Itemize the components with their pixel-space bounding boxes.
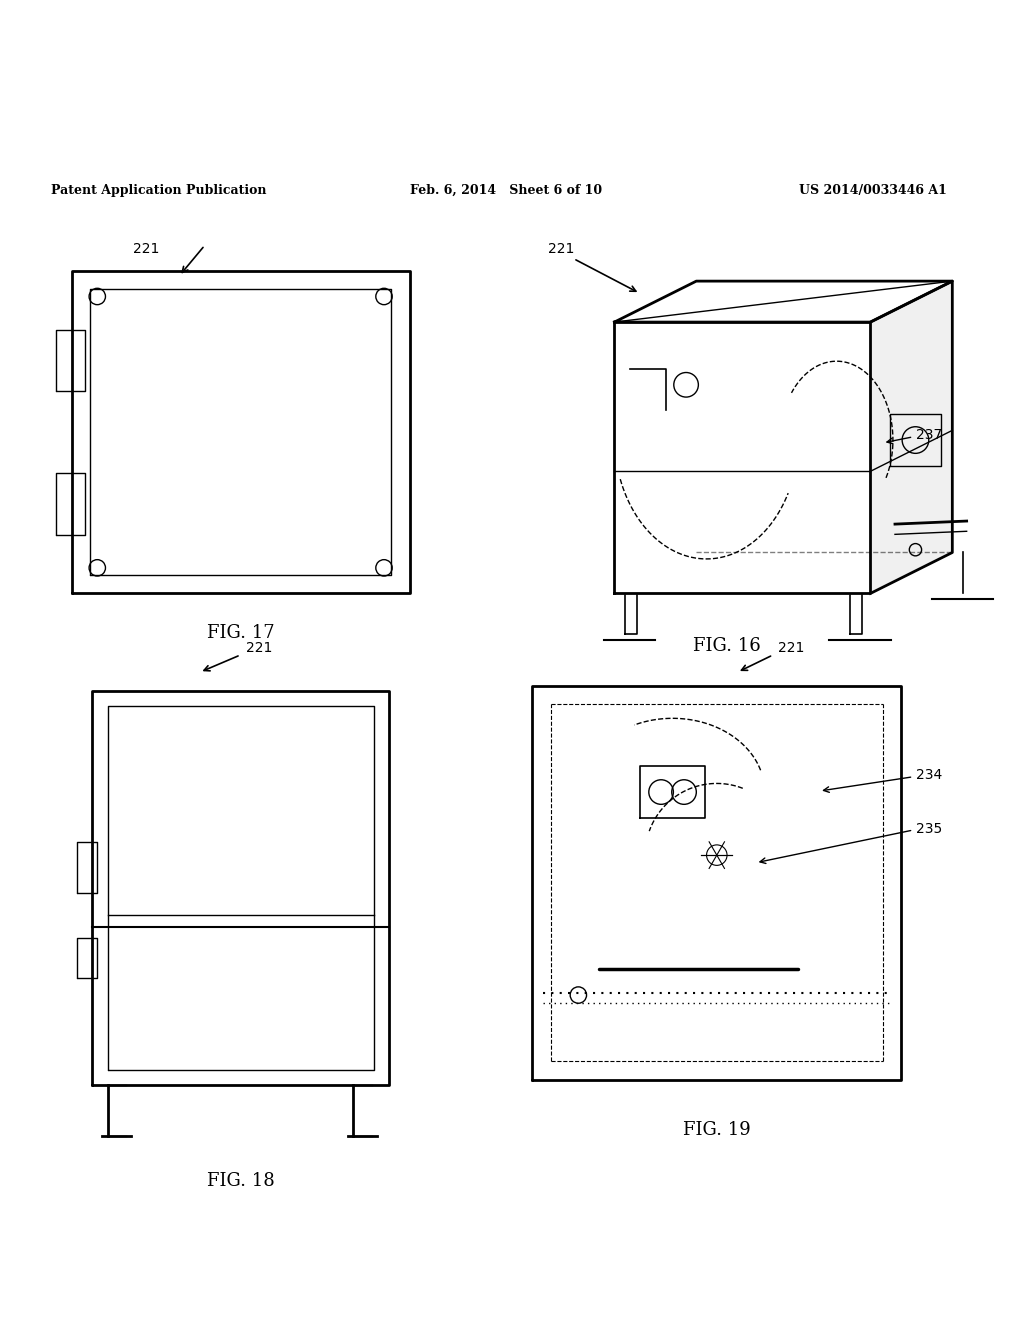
Text: FIG. 18: FIG. 18 — [207, 1172, 274, 1191]
Polygon shape — [614, 281, 952, 322]
Polygon shape — [870, 281, 952, 594]
Text: Feb. 6, 2014   Sheet 6 of 10: Feb. 6, 2014 Sheet 6 of 10 — [410, 183, 602, 197]
Text: 221: 221 — [548, 242, 574, 256]
Text: 221: 221 — [133, 242, 160, 256]
Text: 237: 237 — [916, 428, 943, 442]
Text: US 2014/0033446 A1: US 2014/0033446 A1 — [799, 183, 946, 197]
Text: FIG. 16: FIG. 16 — [693, 638, 761, 656]
Text: Patent Application Publication: Patent Application Publication — [51, 183, 266, 197]
Text: FIG. 19: FIG. 19 — [683, 1121, 751, 1139]
Text: 235: 235 — [916, 822, 943, 836]
Text: 221: 221 — [246, 642, 272, 655]
Polygon shape — [614, 322, 870, 594]
Text: 234: 234 — [916, 768, 943, 781]
Text: 221: 221 — [778, 642, 805, 655]
Text: FIG. 17: FIG. 17 — [207, 624, 274, 642]
